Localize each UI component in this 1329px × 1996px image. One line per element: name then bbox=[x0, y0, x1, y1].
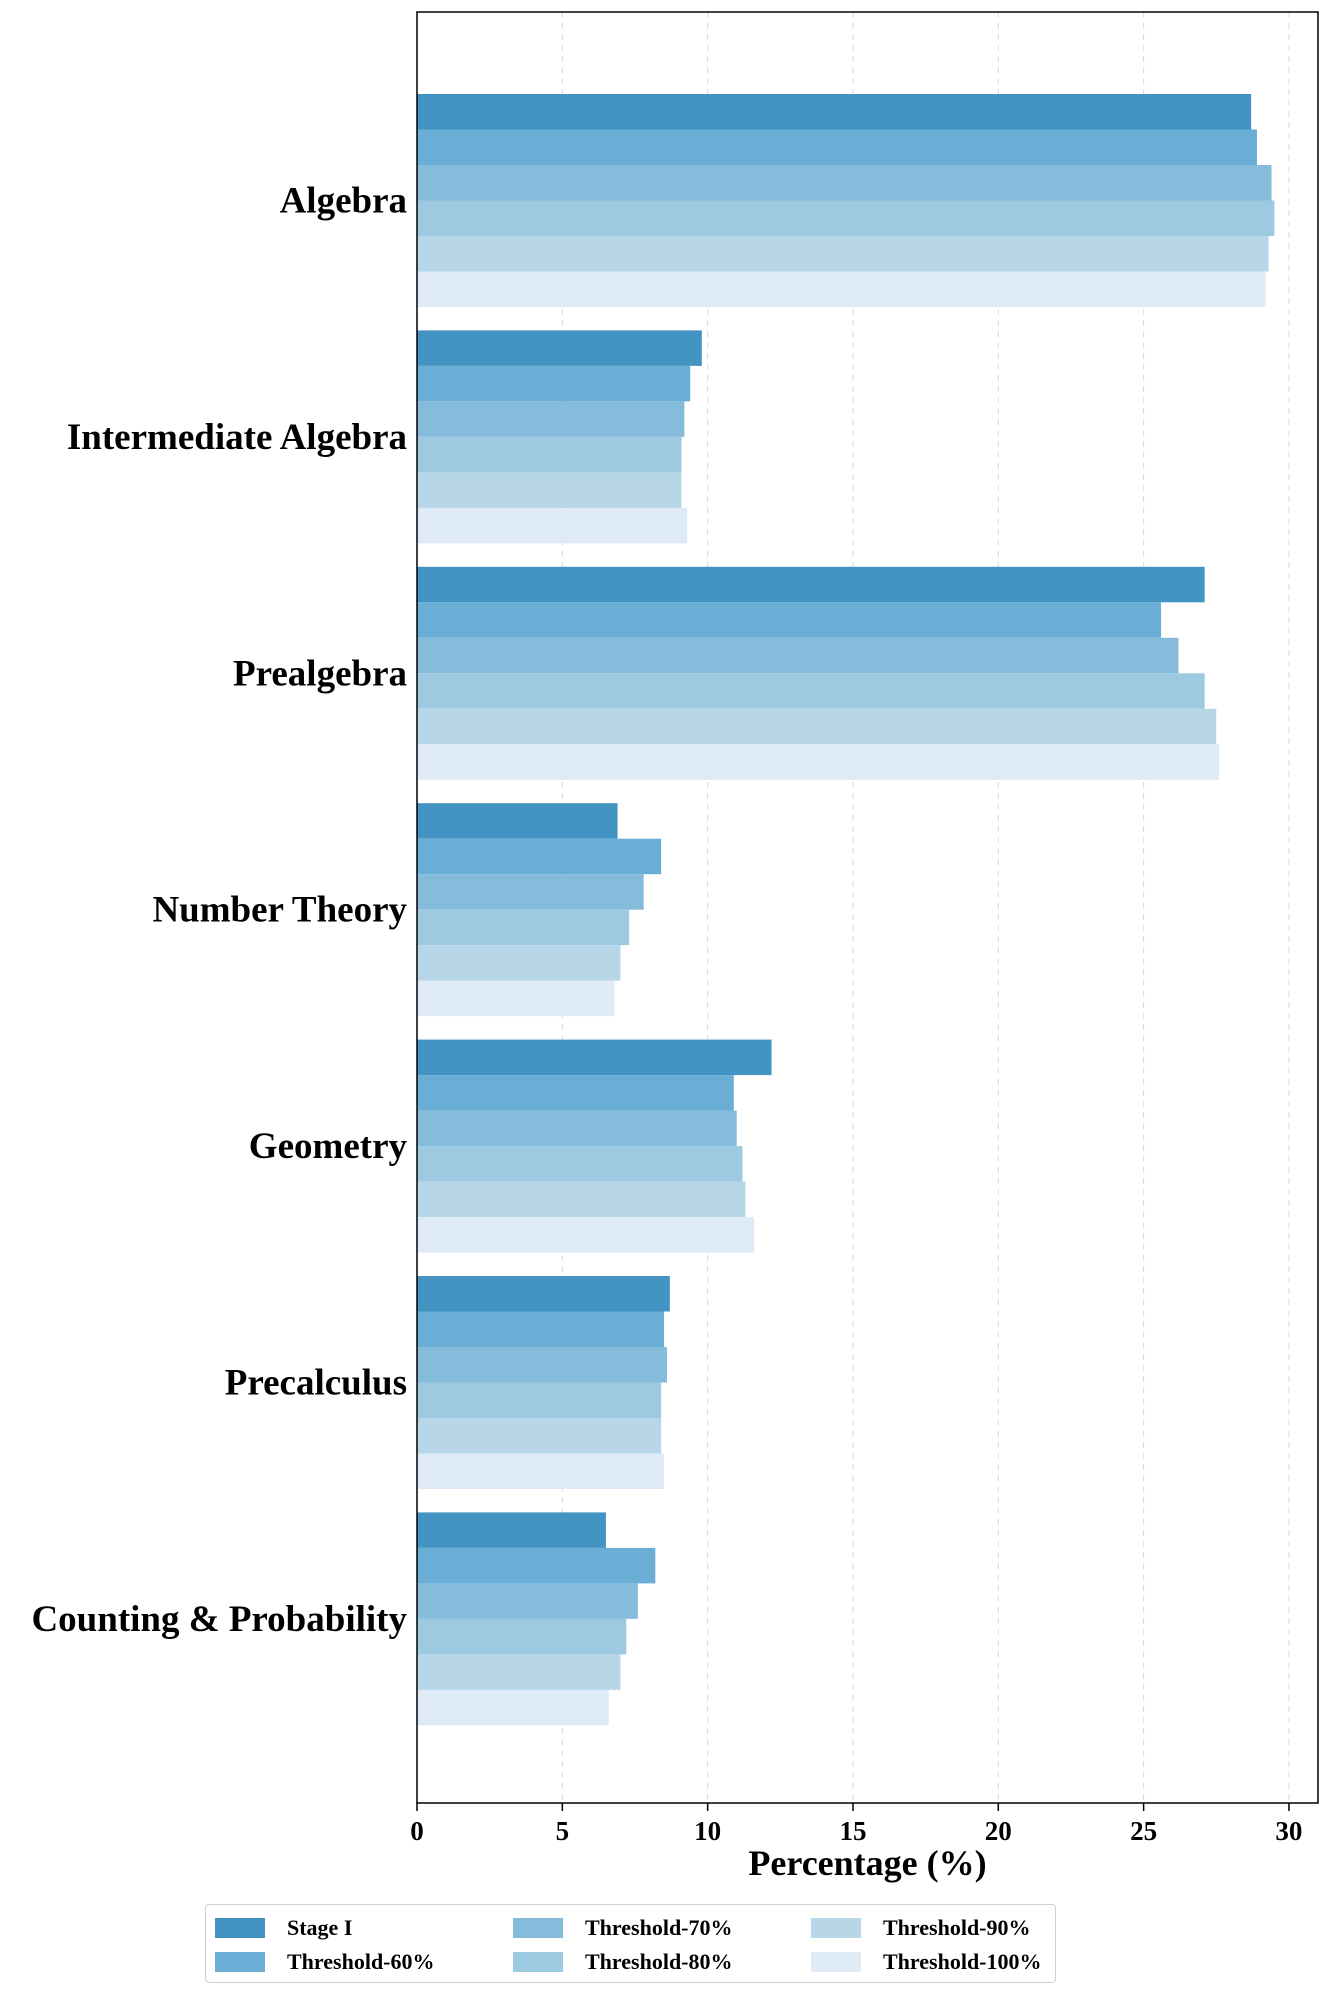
category-label: Intermediate Algebra bbox=[67, 417, 407, 458]
bar bbox=[417, 330, 702, 366]
bars bbox=[417, 94, 1275, 1726]
legend-label: Threshold-90% bbox=[883, 1915, 1031, 1940]
x-tick-label: 10 bbox=[694, 1816, 721, 1846]
category-label: Algebra bbox=[280, 181, 407, 222]
legend-label: Threshold-100% bbox=[883, 1949, 1042, 1974]
category-label: Prealgebra bbox=[233, 653, 407, 694]
bar bbox=[417, 1347, 667, 1383]
bar bbox=[417, 1654, 621, 1690]
bar bbox=[417, 472, 682, 508]
bar bbox=[417, 436, 682, 473]
bar bbox=[417, 401, 685, 437]
bar bbox=[417, 271, 1266, 307]
bar bbox=[417, 838, 662, 875]
legend-item: Threshold-60% bbox=[215, 1949, 435, 1975]
bar bbox=[417, 602, 1162, 638]
x-tick-label: 20 bbox=[985, 1816, 1012, 1846]
legend-item: Threshold-90% bbox=[811, 1915, 1031, 1941]
bar bbox=[417, 129, 1257, 165]
bar bbox=[417, 803, 618, 839]
bar bbox=[417, 637, 1179, 674]
x-axis-title: Percentage (%) bbox=[748, 1843, 986, 1883]
bar bbox=[417, 365, 691, 402]
legend-swatch bbox=[215, 1952, 265, 1972]
bar bbox=[417, 507, 688, 544]
legend-swatch bbox=[513, 1952, 563, 1972]
bar bbox=[417, 744, 1220, 780]
bar bbox=[417, 1110, 737, 1147]
x-tick-label: 5 bbox=[556, 1816, 570, 1846]
bar bbox=[417, 1453, 665, 1489]
bar bbox=[417, 1276, 670, 1312]
legend-item: Threshold-70% bbox=[513, 1915, 733, 1941]
legend-item: Threshold-100% bbox=[811, 1949, 1042, 1975]
bar bbox=[417, 1512, 606, 1548]
legend: Stage I Threshold-60% Threshold-70% Thresho… bbox=[205, 1904, 1056, 1983]
bar-chart: 0 5 10 15 20 25 30 Algebra Intermediate Algebra… bbox=[31, 11, 1319, 1883]
bar bbox=[417, 200, 1275, 236]
legend-item: Stage I bbox=[215, 1915, 352, 1941]
bar bbox=[417, 1418, 662, 1454]
x-tick-label: 0 bbox=[410, 1816, 424, 1846]
legend-label: Threshold-60% bbox=[287, 1949, 435, 1974]
bar bbox=[417, 1039, 772, 1076]
bar bbox=[417, 1217, 755, 1253]
legend-swatch bbox=[811, 1918, 861, 1938]
x-tick-label: 25 bbox=[1130, 1816, 1157, 1846]
legend-label: Stage I bbox=[287, 1915, 353, 1940]
bar bbox=[417, 874, 644, 910]
x-axis-ticks: 0 5 10 15 20 25 30 bbox=[410, 1803, 1302, 1846]
bar bbox=[417, 1689, 609, 1726]
bar bbox=[417, 165, 1272, 201]
bar bbox=[417, 1547, 656, 1584]
y-axis-labels: Algebra Intermediate Algebra Prealgebra Num… bbox=[31, 181, 407, 1640]
bar bbox=[417, 980, 615, 1017]
legend-swatch bbox=[513, 1918, 563, 1938]
bar bbox=[417, 708, 1217, 745]
legend-swatch bbox=[811, 1952, 861, 1972]
bar bbox=[417, 1311, 665, 1347]
plot-frame bbox=[416, 11, 1319, 1804]
category-label: Number Theory bbox=[152, 890, 407, 931]
legend-label: Threshold-70% bbox=[585, 1915, 733, 1940]
legend-label: Threshold-80% bbox=[585, 1949, 733, 1974]
bar bbox=[417, 1181, 746, 1218]
bar bbox=[417, 566, 1205, 603]
bar bbox=[417, 909, 630, 946]
bar bbox=[417, 673, 1205, 709]
x-tick-label: 30 bbox=[1275, 1816, 1302, 1846]
category-label: Precalculus bbox=[225, 1363, 407, 1404]
bar bbox=[417, 1146, 743, 1182]
legend-item: Threshold-80% bbox=[513, 1949, 733, 1975]
bar bbox=[417, 1382, 662, 1418]
category-label: Geometry bbox=[249, 1126, 408, 1167]
x-tick-label: 15 bbox=[839, 1816, 866, 1846]
legend-swatch bbox=[215, 1918, 265, 1938]
category-label: Counting & Probability bbox=[31, 1599, 407, 1640]
bar bbox=[417, 236, 1269, 272]
bar bbox=[417, 1618, 627, 1655]
bar bbox=[417, 1583, 638, 1619]
bar bbox=[417, 945, 621, 981]
bar bbox=[417, 94, 1252, 130]
bar bbox=[417, 1075, 734, 1111]
